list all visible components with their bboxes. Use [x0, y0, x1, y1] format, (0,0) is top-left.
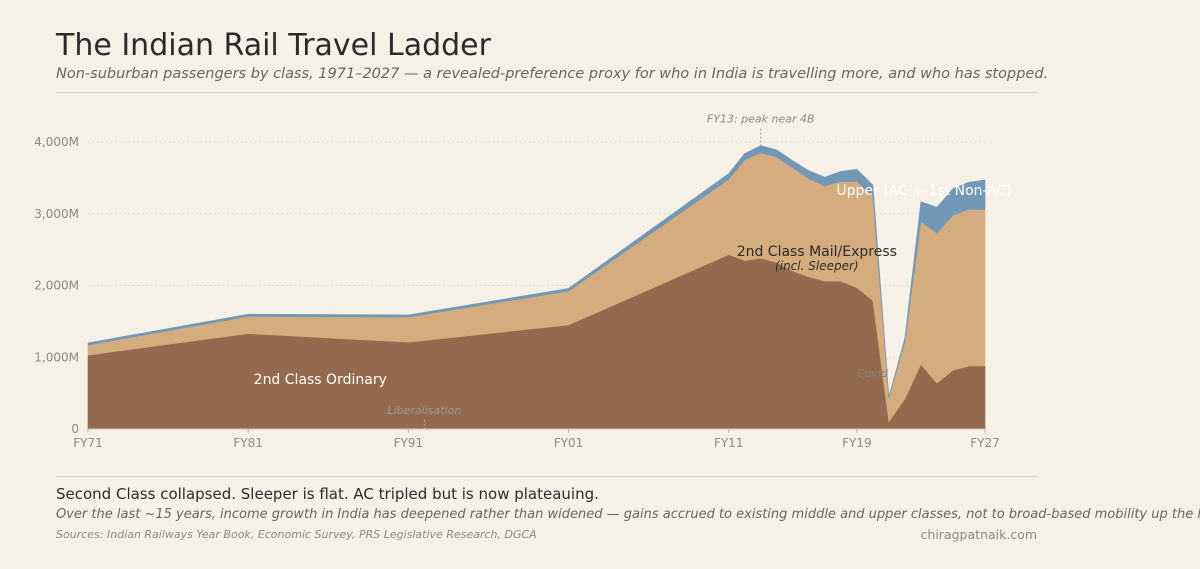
y-axis: 0 1,000M 2,000M 3,000M 4,000M — [34, 135, 79, 436]
annotation-peak: FY13: peak near 4B — [707, 113, 815, 126]
footer-takeaway: Over the last ~15 years, income growth i… — [56, 507, 1200, 522]
bottom-divider — [56, 476, 1037, 477]
y-tick-label: 4,000M — [34, 135, 79, 149]
y-tick-label: 3,000M — [34, 207, 79, 221]
y-tick-label: 1,000M — [34, 350, 79, 364]
y-tick-label: 2,000M — [34, 279, 79, 293]
annotations: FY13: peak near 4B Liberalisation Covid — [387, 113, 889, 429]
x-tick-label: FY19 — [842, 436, 872, 450]
series-label-2nd-class-mail-express: 2nd Class Mail/Express — [737, 244, 897, 260]
series-labels: 2nd Class Ordinary 2nd Class Mail/Express… — [254, 183, 1012, 388]
area-upper-ac-1st-non-ac — [87, 145, 986, 399]
chart-title: The Indian Rail Travel Ladder — [56, 28, 491, 63]
chart-subtitle: Non-suburban passengers by class, 1971–2… — [56, 66, 1049, 82]
x-axis: FY71 FY81 FY91 FY01 FY11 FY19 FY27 — [73, 428, 1000, 450]
x-tick-label: FY27 — [970, 436, 1000, 450]
y-tick-label: 0 — [71, 422, 79, 436]
x-tick-label: FY01 — [554, 436, 584, 450]
series-sublabel-2nd-class-mail-express: (incl. Sleeper) — [775, 259, 859, 273]
footer-headline: Second Class collapsed. Sleeper is flat.… — [56, 485, 599, 503]
top-divider — [56, 92, 1037, 93]
x-tick-label: FY11 — [714, 436, 744, 450]
series-label-2nd-class-ordinary: 2nd Class Ordinary — [254, 372, 387, 388]
footer-sources: Sources: Indian Railways Year Book, Econ… — [56, 528, 537, 541]
annotation-covid: Covid — [857, 367, 889, 380]
x-tick-label: FY91 — [394, 436, 424, 450]
annotation-liberalisation: Liberalisation — [387, 404, 461, 417]
footer-credit: chiragpatnaik.com — [920, 527, 1037, 542]
series-label-upper-ac-1st-non-ac: Upper (AC + 1st Non-AC) — [836, 183, 1011, 199]
x-tick-label: FY71 — [73, 436, 103, 450]
x-tick-label: FY81 — [233, 436, 263, 450]
